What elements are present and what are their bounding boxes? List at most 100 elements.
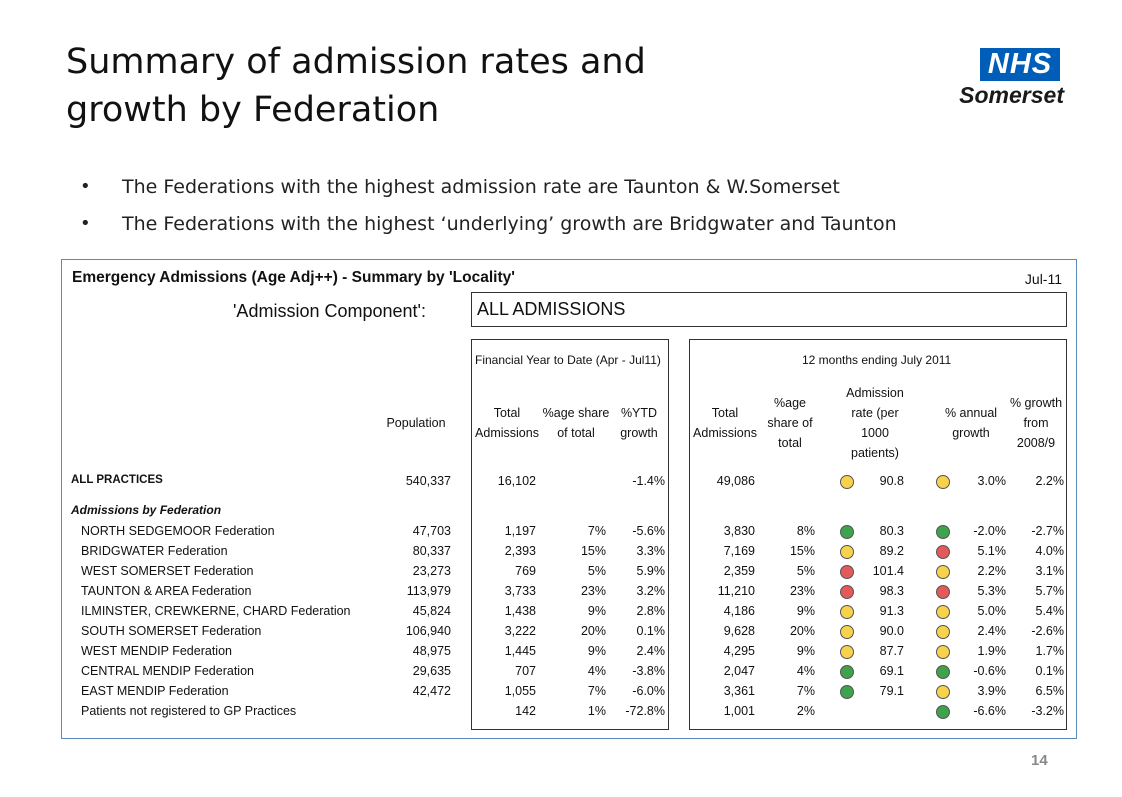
row-label: EAST MENDIP Federation — [81, 684, 229, 698]
cell-ytd-growth: -1.4% — [632, 474, 665, 488]
cell-ytd-share: 5% — [587, 564, 606, 578]
cell-population: 45,824 — [412, 604, 451, 618]
cell-ytd-growth: -5.6% — [632, 524, 665, 538]
cell-ytd-growth: 2.4% — [636, 644, 666, 658]
cell-ytd-total: 769 — [515, 564, 536, 578]
cell-share12: 8% — [796, 524, 815, 538]
cell-annual: -0.6% — [973, 664, 1006, 678]
bullet-item: • The Federations with the highest admiss… — [80, 174, 897, 211]
bullet-text: The Federations with the highest ‘underl… — [122, 213, 897, 235]
rag-status-dot-icon — [936, 545, 950, 559]
cell-growth0809: 2.2% — [1035, 474, 1065, 488]
twelve-month-header: 12 months ending July 2011 — [802, 353, 952, 367]
cell-ytd-growth: 3.2% — [636, 584, 666, 598]
component-label: 'Admission Component': — [233, 301, 426, 321]
table-row: TAUNTON & AREA Federation 113,979 3,733 23%… — [62, 584, 1076, 602]
cell-total12: 2,359 — [723, 564, 755, 578]
row-label: ILMINSTER, CREWKERNE, CHARD Federation — [81, 604, 351, 618]
summary-table-panel: Emergency Admissions (Age Adj++) - Summa… — [61, 259, 1077, 739]
row-label: NORTH SEDGEMOOR Federation — [81, 524, 275, 538]
rag-status-dot-icon — [840, 525, 854, 539]
cell-rate: 90.8 — [879, 474, 904, 488]
cell-ytd-growth: -6.0% — [632, 684, 665, 698]
twelve-month-frame — [689, 339, 1067, 730]
rag-status-dot-icon — [936, 665, 950, 679]
cell-growth0809: 1.7% — [1035, 644, 1065, 658]
cell-population: 29,635 — [412, 664, 451, 678]
table-row: Patients not registered to GP Practices 1… — [62, 704, 1076, 722]
col-header-admission-rate: Admission rate (per 1000 patients) — [846, 386, 904, 460]
rag-status-dot-icon — [840, 685, 854, 699]
bullet-list: • The Federations with the highest admiss… — [80, 174, 897, 248]
row-label: ALL PRACTICES — [71, 474, 163, 486]
cell-annual: 5.3% — [977, 584, 1007, 598]
cell-share12: 9% — [796, 604, 815, 618]
slide-title-line-2: growth by Federation — [66, 90, 440, 130]
cell-ytd-growth: 3.3% — [636, 544, 666, 558]
cell-growth0809: -2.7% — [1031, 524, 1064, 538]
cell-growth0809: 5.7% — [1035, 584, 1065, 598]
panel-date: Jul-11 — [1024, 271, 1062, 287]
cell-population: 106,940 — [405, 624, 451, 638]
rag-status-dot-icon — [936, 585, 950, 599]
section-label: Admissions by Federation — [71, 503, 222, 517]
bullet-text: The Federations with the highest admissi… — [122, 176, 840, 198]
table-row: SOUTH SOMERSET Federation 106,940 3,222 20%… — [62, 624, 1076, 642]
rag-status-dot-icon — [840, 605, 854, 619]
col-header-share-12m: %age share of total — [767, 396, 813, 450]
rag-status-dot-icon — [936, 605, 950, 619]
cell-share12: 4% — [796, 664, 815, 678]
page-number: 14 — [1031, 752, 1048, 769]
rag-status-dot-icon — [936, 525, 950, 539]
cell-rate: 87.7 — [879, 644, 904, 658]
cell-rate: 91.3 — [879, 604, 904, 618]
cell-growth0809: 4.0% — [1035, 544, 1065, 558]
nhs-somerset-logo: NHS Somerset — [942, 48, 1064, 108]
cell-total12: 2,047 — [723, 664, 755, 678]
cell-share12: 23% — [789, 584, 815, 598]
cell-total12: 49,086 — [716, 474, 755, 488]
cell-share12: 7% — [796, 684, 815, 698]
cell-annual: -6.6% — [973, 704, 1006, 718]
row-label: WEST SOMERSET Federation — [81, 564, 254, 578]
rag-status-dot-icon — [936, 475, 950, 489]
component-value-box: ALL ADMISSIONS — [471, 292, 1067, 327]
cell-population: 540,337 — [405, 474, 451, 488]
cell-annual: 1.9% — [977, 644, 1007, 658]
cell-ytd-total: 3,733 — [504, 584, 536, 598]
cell-annual: 3.9% — [977, 684, 1007, 698]
cell-population: 42,472 — [412, 684, 451, 698]
table-row: BRIDGWATER Federation 80,337 2,393 15% 3.3% 7… — [62, 544, 1076, 562]
cell-ytd-total: 1,055 — [504, 684, 536, 698]
row-label: TAUNTON & AREA Federation — [81, 584, 252, 598]
rag-status-dot-icon — [936, 565, 950, 579]
cell-rate: 89.2 — [879, 544, 904, 558]
cell-annual: 2.2% — [977, 564, 1007, 578]
cell-population: 113,979 — [406, 584, 451, 598]
rag-status-dot-icon — [936, 705, 950, 719]
cell-ytd-total: 16,102 — [497, 474, 536, 488]
cell-total12: 3,830 — [723, 524, 755, 538]
cell-ytd-total: 1,438 — [504, 604, 536, 618]
col-header-ytd-growth: %YTD growth — [620, 406, 658, 440]
cell-growth0809: 0.1% — [1035, 664, 1065, 678]
cell-ytd-total: 1,445 — [504, 644, 536, 658]
cell-total12: 9,628 — [723, 624, 755, 638]
col-header-total-admissions: Total Admissions — [475, 406, 539, 440]
cell-ytd-share: 4% — [587, 664, 606, 678]
cell-ytd-total: 3,222 — [504, 624, 536, 638]
cell-rate: 69.1 — [879, 664, 904, 678]
rag-status-dot-icon — [840, 625, 854, 639]
cell-ytd-growth: 2.8% — [636, 604, 666, 618]
cell-share12: 15% — [789, 544, 815, 558]
cell-rate: 80.3 — [879, 524, 904, 538]
col-header-total-admissions-12m: Total Admissions — [693, 406, 757, 440]
cell-growth0809: 5.4% — [1035, 604, 1065, 618]
cell-growth0809: 3.1% — [1035, 564, 1065, 578]
row-label: BRIDGWATER Federation — [81, 544, 228, 558]
cell-rate: 90.0 — [879, 624, 904, 638]
cell-annual: 5.1% — [977, 544, 1007, 558]
row-label: SOUTH SOMERSET Federation — [81, 624, 262, 638]
rag-status-dot-icon — [840, 565, 854, 579]
cell-total12: 11,210 — [717, 584, 755, 598]
